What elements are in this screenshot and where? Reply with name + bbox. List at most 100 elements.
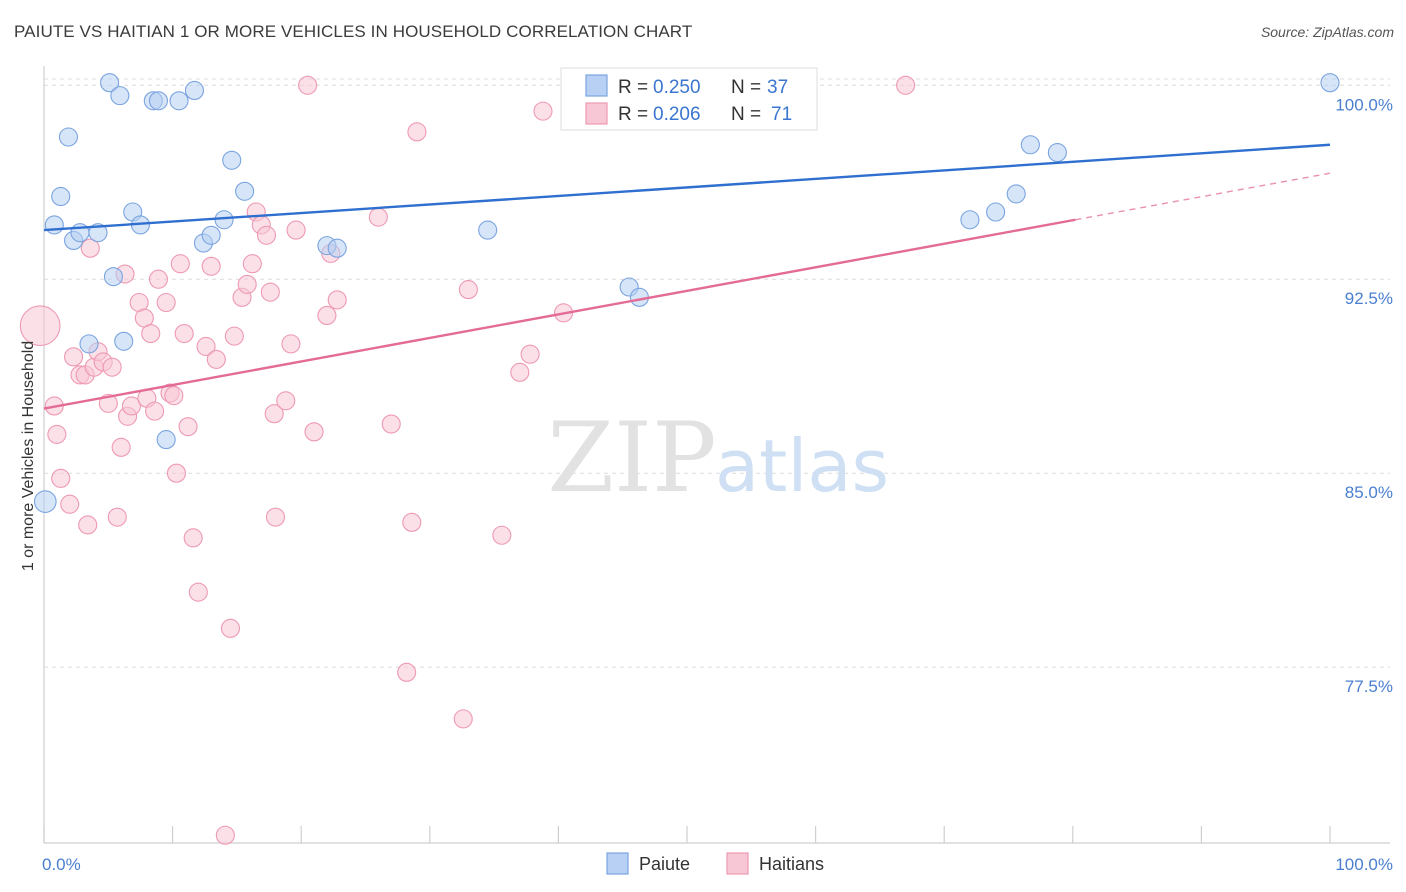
haitian-point-26: [156, 292, 176, 313]
paiute-point-23: [235, 181, 255, 201]
haitian-point-68: [533, 101, 553, 121]
legend-r-value-paiute: 0.250: [653, 77, 701, 98]
axes: [43, 66, 1390, 844]
legend-r-value-haitians: 0.206: [653, 104, 701, 125]
haitian-point-62: [407, 122, 427, 142]
paiute-point-30: [986, 202, 1006, 222]
haitian-point-63: [453, 709, 473, 729]
haitian-point-66: [510, 362, 530, 382]
paiute-point-34: [1320, 73, 1340, 93]
paiute-point-9: [103, 267, 123, 287]
haitian-point-31: [174, 323, 194, 344]
haitian-point-35: [196, 336, 216, 357]
paiute-points: [33, 73, 1340, 513]
paiute-point-6: [79, 334, 99, 354]
haitian-point-33: [183, 528, 203, 548]
haitian-point-59: [381, 414, 401, 434]
paiute-point-22: [222, 150, 242, 170]
legend-n-value-paiute: 37: [767, 77, 788, 98]
haitian-point-9: [80, 238, 100, 258]
haitian-point-70: [896, 75, 916, 95]
paiute-point-29: [960, 210, 980, 230]
haitian-point-3: [51, 468, 71, 488]
series-legend-swatch-paiute: [606, 852, 629, 875]
x-tick-label-1: 100.0%: [1335, 855, 1393, 874]
haitian-point-57: [327, 290, 347, 310]
legend-r-label-haitians: R =: [618, 104, 648, 125]
paiute-point-0: [33, 490, 57, 513]
y-tick-label-3: 77.5%: [1345, 677, 1393, 696]
paiute-point-32: [1020, 135, 1040, 155]
y-axis-title: 1 or more Vehicles in Household: [20, 341, 37, 571]
trend-lines: [43, 143, 1331, 410]
haitian-trend-line: [43, 218, 1076, 410]
haitian-point-34: [188, 582, 208, 602]
legend-r-label-paiute: R =: [618, 77, 648, 98]
legend-swatch-paiute: [585, 74, 608, 97]
watermark-zip: ZIP: [547, 402, 716, 514]
paiute-point-7: [88, 223, 108, 243]
paiute-point-10: [110, 86, 130, 106]
haitian-trend-extension: [1075, 172, 1331, 221]
haitian-point-28: [164, 386, 184, 406]
y-tick-label-1: 92.5%: [1345, 289, 1393, 308]
haitian-point-30: [170, 254, 190, 274]
haitian-point-43: [242, 254, 262, 274]
paiute-point-11: [114, 331, 134, 351]
y-tick-label-2: 85.0%: [1345, 483, 1393, 502]
haitian-point-38: [215, 825, 235, 845]
haitian-point-52: [286, 220, 306, 240]
haitian-point-39: [220, 618, 241, 638]
paiute-point-3: [58, 127, 78, 147]
haitian-point-50: [276, 391, 296, 411]
haitian-point-23: [141, 323, 161, 344]
stats-legend: R = 0.250 N = 37 R = 0.206 N = 71: [560, 67, 818, 131]
haitian-point-53: [298, 75, 318, 95]
series-legend-swatch-haitians: [726, 852, 749, 875]
paiute-point-26: [478, 220, 498, 240]
legend-swatch-haitians: [585, 102, 608, 125]
watermark: ZIP atlas: [547, 402, 889, 514]
haitian-point-40: [224, 326, 244, 346]
haitian-point-58: [368, 207, 388, 227]
legend-n-label-haitians: N =: [731, 104, 761, 125]
haitian-point-32: [178, 417, 198, 437]
paiute-point-25: [327, 238, 347, 258]
haitian-point-19: [121, 396, 141, 416]
haitian-point-61: [402, 512, 422, 532]
series-legend: Paiute Haitians: [606, 852, 824, 875]
paiute-point-20: [201, 225, 221, 245]
y-tick-labels: 100.0% 92.5% 85.0% 77.5%: [1335, 95, 1393, 696]
haitian-point-60: [397, 662, 417, 682]
gridlines: [44, 78, 1390, 668]
paiute-point-17: [169, 91, 189, 111]
haitian-point-37: [206, 349, 226, 369]
haitian-point-4: [60, 494, 80, 514]
x-tick-labels: 0.0% 100.0%: [42, 855, 1393, 874]
haitian-point-2: [47, 424, 67, 444]
haitian-point-14: [102, 357, 122, 377]
haitian-point-42: [237, 274, 257, 294]
source-label: Source: ZipAtlas.com: [1260, 24, 1394, 40]
haitian-point-65: [492, 525, 512, 545]
paiute-point-15: [148, 91, 169, 111]
paiute-trend-line: [43, 143, 1331, 232]
haitian-point-49: [265, 507, 286, 527]
paiute-point-16: [156, 430, 176, 450]
haitian-point-5: [64, 347, 84, 367]
haitian-point-13: [98, 393, 118, 413]
haitian-point-46: [256, 225, 277, 245]
paiute-point-2: [51, 186, 71, 207]
paiute-point-33: [1047, 142, 1067, 163]
haitian-point-47: [260, 282, 280, 302]
chart-title: PAIUTE VS HAITIAN 1 OR MORE VEHICLES IN …: [14, 22, 693, 41]
y-tick-label-0: 100.0%: [1335, 95, 1393, 114]
watermark-atlas: atlas: [715, 424, 889, 508]
haitian-point-67: [520, 344, 540, 364]
haitian-point-64: [458, 280, 478, 300]
haitian-point-29: [166, 463, 187, 483]
haitian-point-8: [78, 515, 98, 535]
haitian-point-0: [19, 305, 61, 347]
legend-n-value-haitians: 71: [771, 104, 792, 125]
